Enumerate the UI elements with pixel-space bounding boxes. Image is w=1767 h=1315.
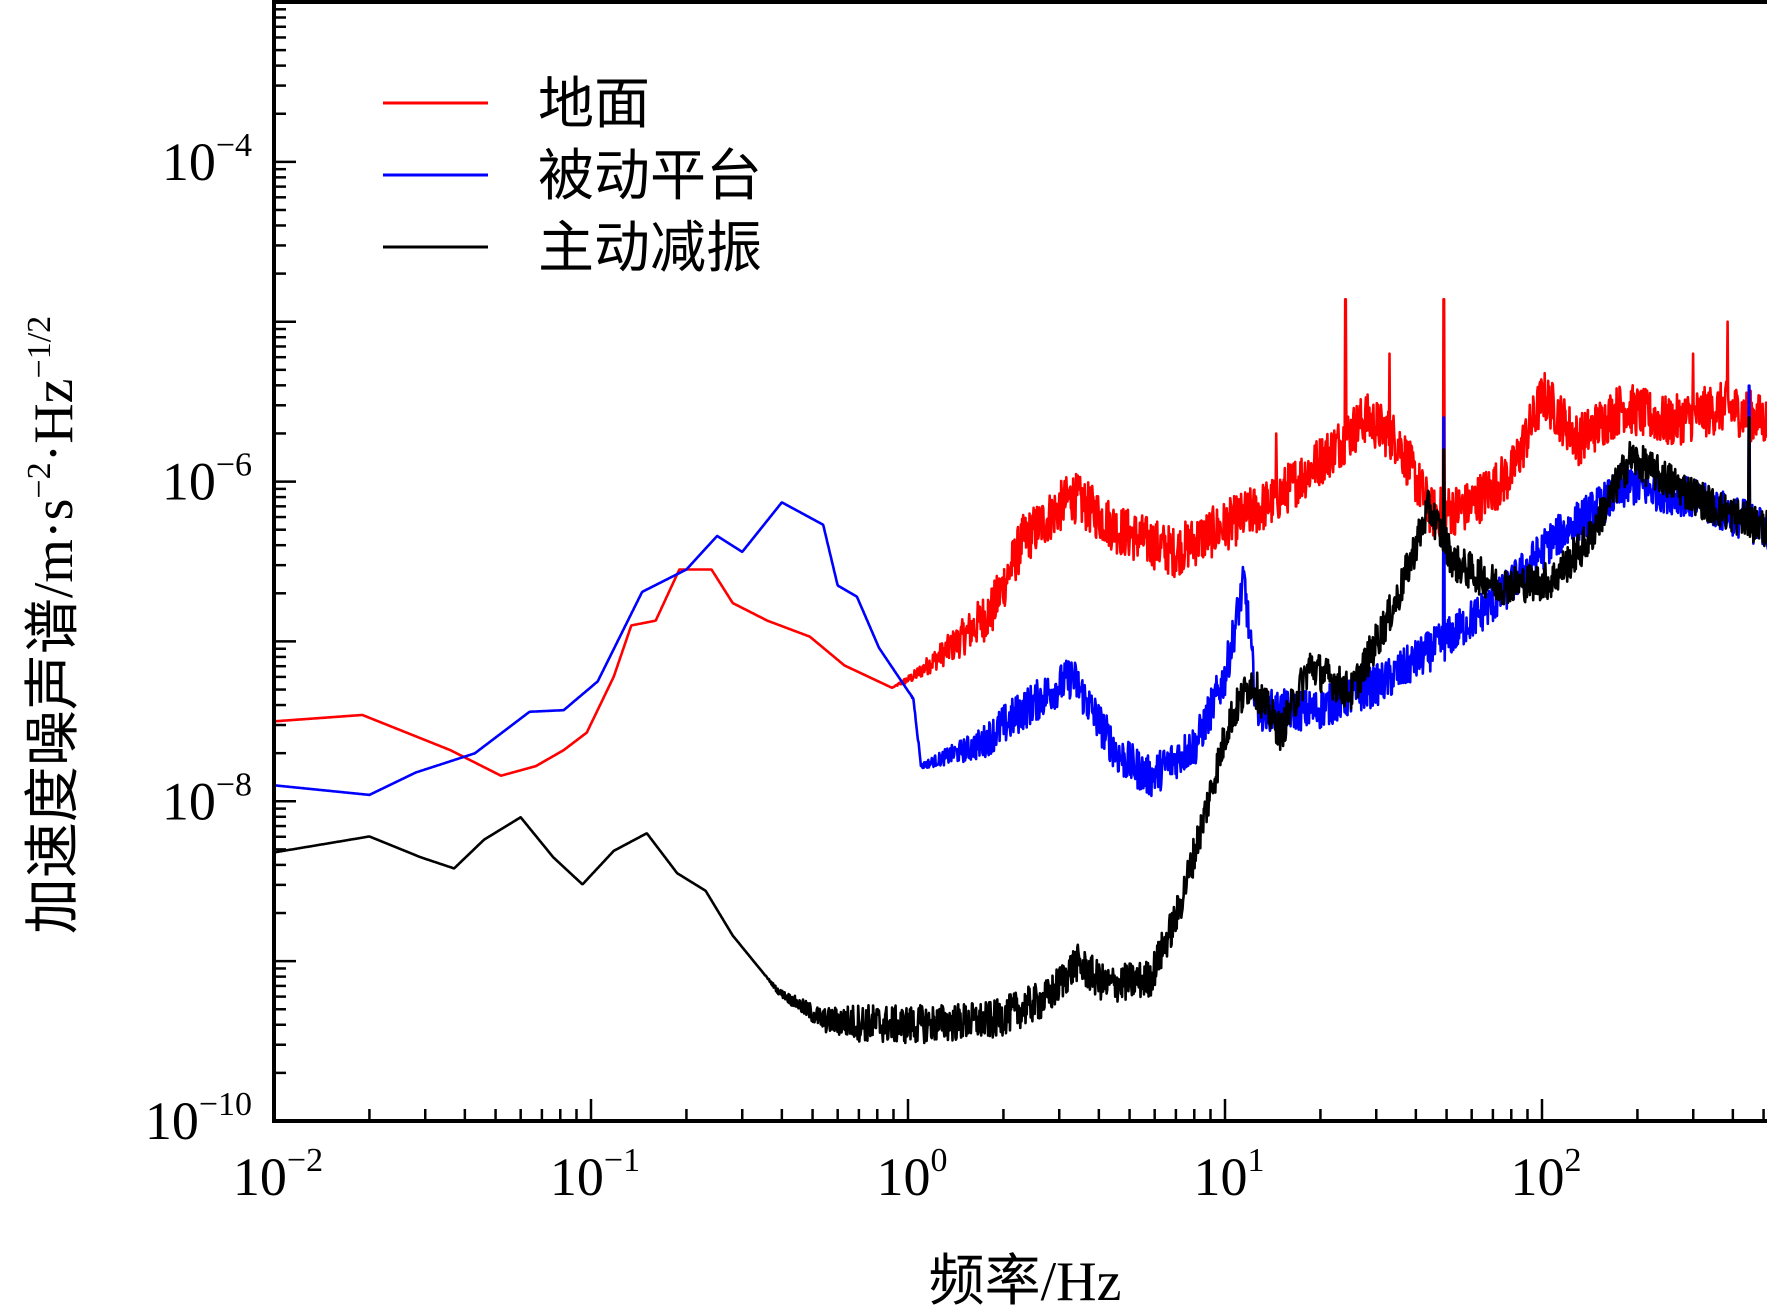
- y-tick-label: 10−8: [162, 766, 252, 831]
- series-line-1: [273, 384, 1767, 798]
- plot-lines: [273, 297, 1767, 1045]
- y-tick-label-exponent: −6: [216, 447, 252, 484]
- y-tick-label-base: 10: [145, 1091, 199, 1151]
- x-tick-label: 10−1: [550, 1142, 640, 1207]
- x-tick-label-exponent: 0: [931, 1142, 948, 1179]
- legend-label: 被动平台: [538, 146, 762, 208]
- y-tick-label-base: 10: [162, 132, 216, 192]
- y-tick-label: 10−4: [162, 127, 252, 192]
- legend-label: 地面: [538, 74, 650, 136]
- legend-label: 主动减振: [538, 218, 762, 280]
- y-label-sup1: −2: [21, 462, 58, 498]
- x-tick-label-base: 10: [550, 1147, 604, 1207]
- x-tick-label-exponent: −1: [604, 1142, 640, 1179]
- x-tick-label-exponent: 2: [1565, 1142, 1582, 1179]
- x-tick-label-exponent: −2: [287, 1142, 323, 1179]
- y-tick-label-base: 10: [162, 771, 216, 831]
- x-tick-label: 10−2: [233, 1142, 323, 1207]
- y-tick-label-exponent: −10: [199, 1086, 252, 1123]
- y-label-sup2: −1/2: [21, 316, 58, 379]
- x-tick-label: 101: [1194, 1142, 1265, 1207]
- axes-frame: [272, 0, 1767, 1123]
- x-tick-label-exponent: 1: [1248, 1142, 1265, 1179]
- x-tick-label: 102: [1511, 1142, 1582, 1207]
- x-tick-label-base: 10: [233, 1147, 287, 1207]
- y-label-mid: ·Hz: [23, 378, 85, 462]
- series-line-2: [273, 416, 1767, 1045]
- x-tick-label: 100: [877, 1142, 948, 1207]
- y-label-main: 加速度噪声谱/m·s: [23, 499, 85, 935]
- x-tick-label-base: 10: [877, 1147, 931, 1207]
- x-tick-label-base: 10: [1511, 1147, 1565, 1207]
- x-axis-label: 频率/Hz: [929, 1251, 1122, 1313]
- y-tick-label: 10−10: [145, 1086, 252, 1151]
- y-axis-label: 加速度噪声谱/m·s−2·Hz−1/2: [21, 316, 85, 934]
- y-tick-label-exponent: −4: [216, 127, 252, 164]
- y-tick-label-exponent: −8: [216, 766, 252, 803]
- y-tick-label-base: 10: [162, 452, 216, 512]
- y-tick-label: 10−6: [162, 447, 252, 512]
- series-line-0: [273, 297, 1767, 778]
- x-tick-label-base: 10: [1194, 1147, 1248, 1207]
